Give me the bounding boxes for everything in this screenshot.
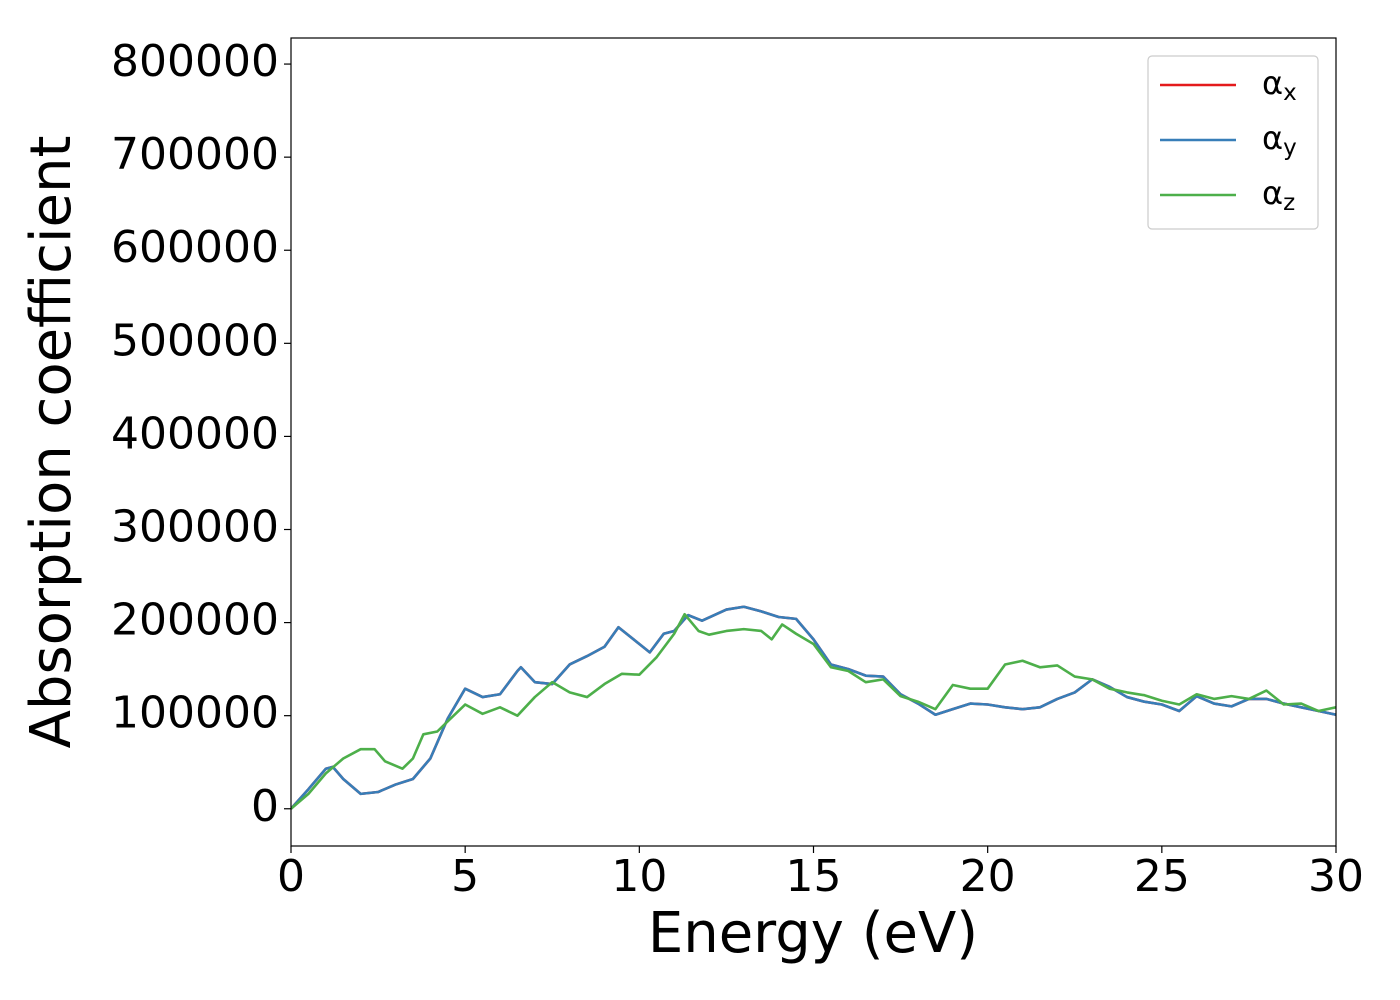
y-tick-label: 500000 <box>111 315 279 366</box>
y-tick-label: 0 <box>251 781 279 832</box>
legend-box <box>1147 55 1319 230</box>
legend-label: αy <box>1262 119 1297 161</box>
x-tick-label: 20 <box>960 851 1016 902</box>
line-series <box>291 612 1336 810</box>
x-tick-label: 5 <box>451 851 479 902</box>
legend-label: αx <box>1262 64 1297 106</box>
x-tick-label: 15 <box>786 851 842 902</box>
y-tick-label: 200000 <box>111 595 279 646</box>
y-tick-label: 100000 <box>111 688 279 739</box>
y-tick-label: 300000 <box>111 502 279 553</box>
y-tick-label: 800000 <box>111 36 279 87</box>
y-tick-label: 400000 <box>111 408 279 459</box>
x-tick-label: 0 <box>277 851 305 902</box>
x-tick-label: 30 <box>1308 851 1364 902</box>
x-tick-label: 10 <box>611 851 667 902</box>
y-tick-label: 700000 <box>111 129 279 180</box>
x-axis-label: Energy (eV) <box>648 901 978 966</box>
legend-label: αz <box>1262 174 1295 216</box>
y-tick-label: 600000 <box>111 222 279 273</box>
line-series <box>291 605 1336 810</box>
x-tick-label: 25 <box>1134 851 1190 902</box>
plot-frame <box>290 37 1337 847</box>
y-axis-label: Absorption coefficient <box>19 136 84 749</box>
